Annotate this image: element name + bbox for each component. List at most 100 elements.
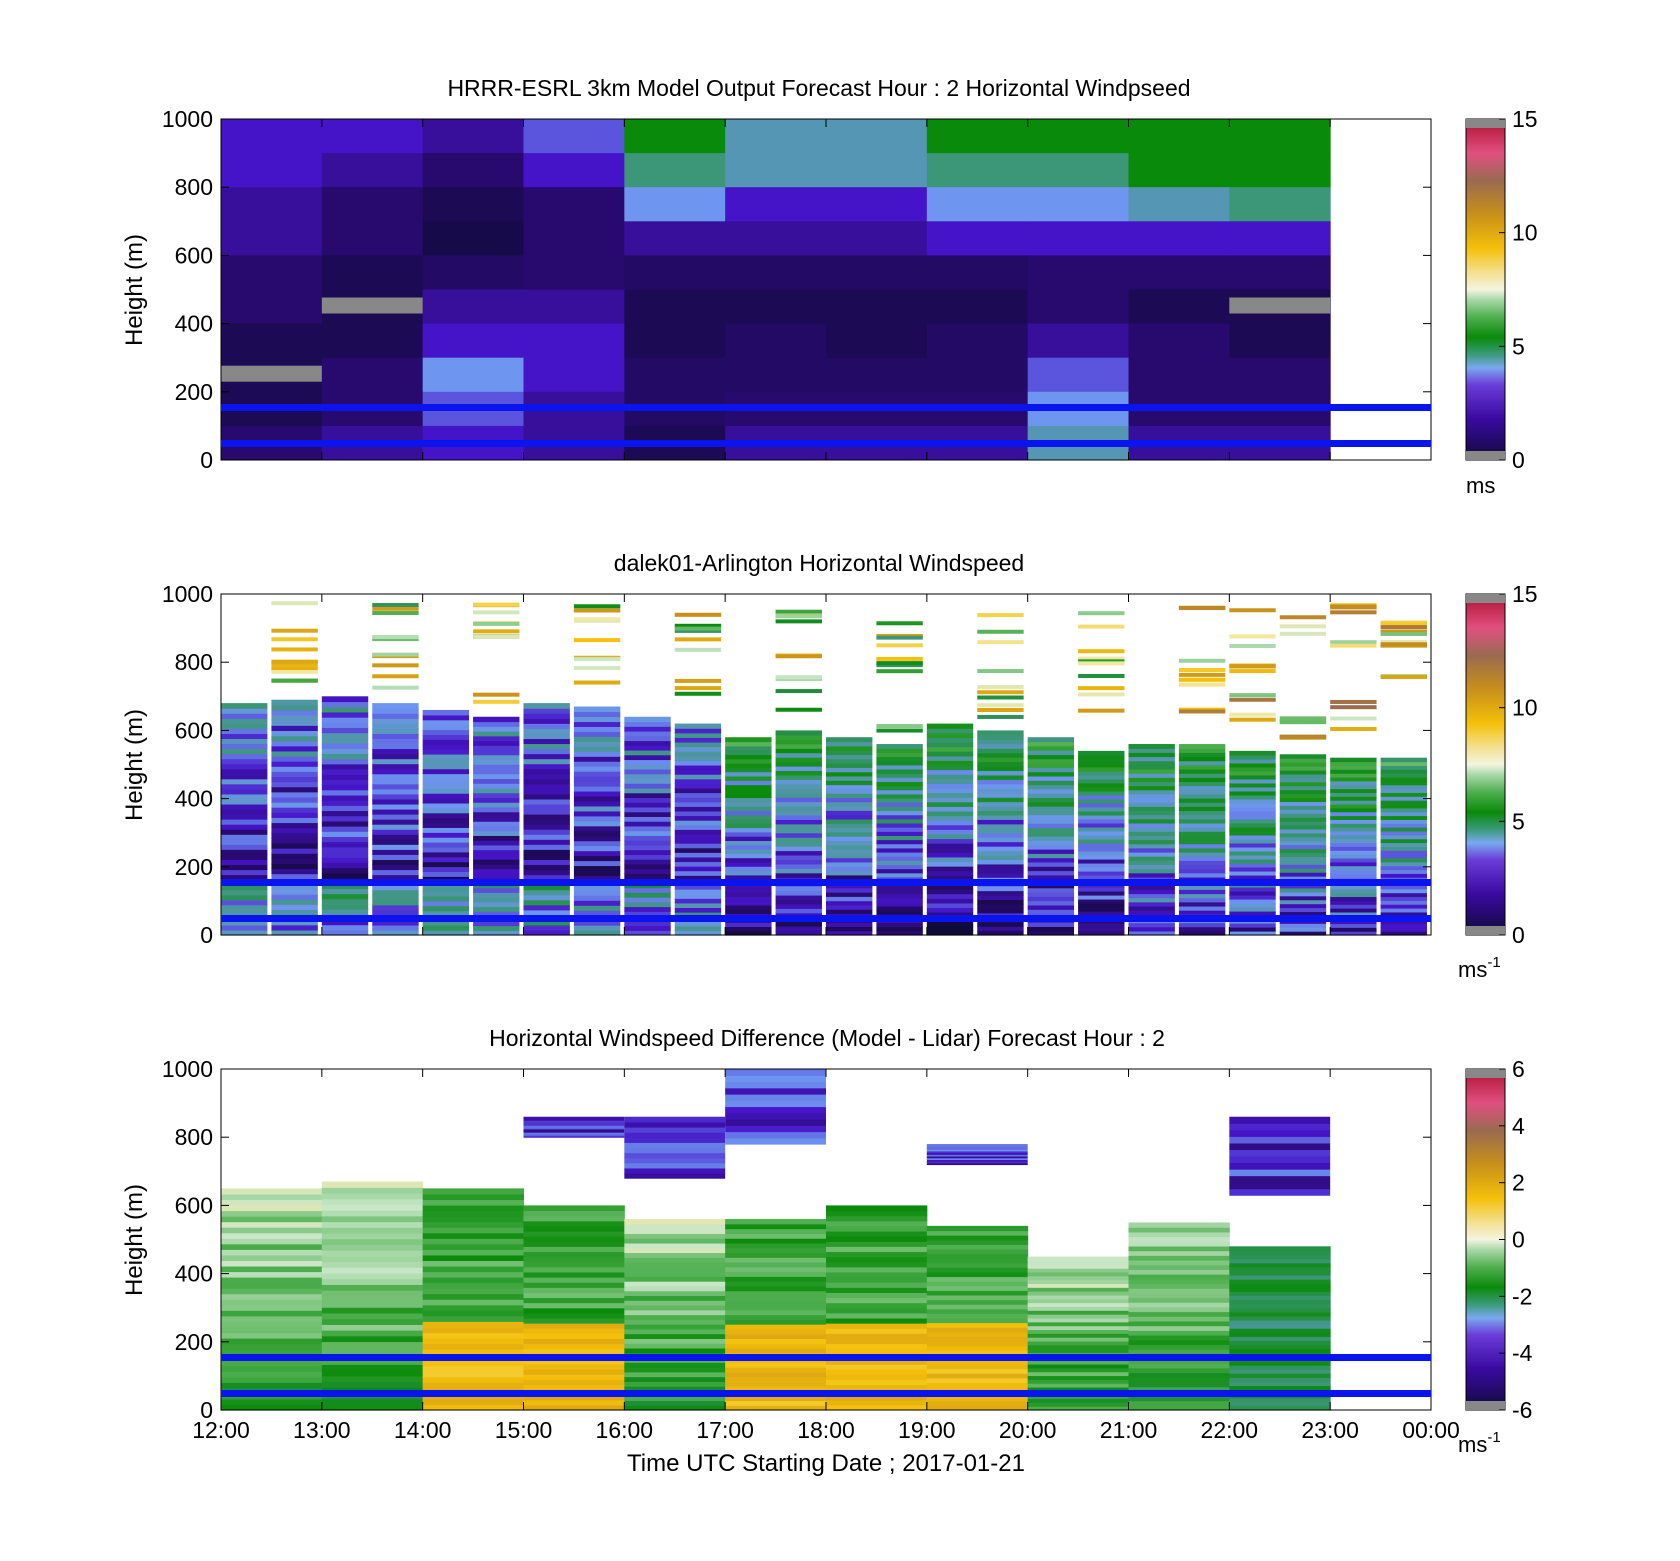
lidar-cell: [271, 669, 318, 674]
lidar-cell: [674, 847, 722, 853]
lidar-cell: [876, 910, 923, 915]
difference-cell: [523, 1317, 625, 1324]
difference-cell: [624, 1271, 726, 1277]
lidar-cell: [624, 835, 671, 841]
lidar-cell: [876, 744, 923, 749]
lidar-cell: [1229, 669, 1276, 674]
lidar-cell: [1128, 856, 1175, 861]
lidar-cell: [1380, 757, 1427, 763]
difference-cell: [321, 1330, 424, 1337]
lidar-cell: [271, 735, 318, 742]
difference-cell: [1128, 1245, 1230, 1252]
model-missing-cell: [1229, 297, 1331, 314]
lidar-cell: [826, 745, 873, 751]
difference-cell: [221, 1243, 323, 1250]
lidar-cell: [1027, 857, 1075, 863]
colorbar-tick-label: 15: [1512, 581, 1538, 607]
lidar-cell: [573, 805, 621, 812]
lidar-cell: [221, 703, 268, 709]
lidar-cell: [977, 743, 1024, 749]
lidar-cell: [1078, 842, 1125, 848]
lidar-cell: [1380, 838, 1427, 844]
lidar-cell: [1279, 720, 1327, 725]
lidar-cell: [1027, 758, 1075, 764]
lidar-cell: [1229, 850, 1276, 856]
lidar-cell: [1178, 781, 1226, 787]
difference-cell: [221, 1304, 323, 1311]
lidar-cell: [1229, 762, 1276, 768]
model-missing-cell: [221, 365, 322, 382]
difference-cell: [1027, 1383, 1129, 1388]
lidar-colorbar-cap-top: [1466, 594, 1505, 603]
lidar-cell: [775, 707, 822, 712]
lidar-cell: [1128, 901, 1175, 907]
lidar-cell: [725, 831, 772, 837]
lidar-cell: [1380, 796, 1427, 801]
lidar-cell: [1178, 910, 1226, 915]
lidar-cell: [573, 751, 621, 757]
lidar-cell: [1380, 927, 1427, 932]
lidar-cell: [321, 743, 369, 749]
lidar-cell: [473, 764, 520, 770]
model-cell: [1027, 221, 1129, 256]
lidar-cell: [775, 819, 822, 825]
lidar-cell: [1380, 788, 1427, 793]
difference-cell: [1229, 1336, 1331, 1342]
lidar-cell: [221, 884, 268, 891]
difference-cell: [624, 1395, 726, 1402]
lidar-cell: [422, 895, 470, 902]
lidar-cell: [1380, 823, 1427, 828]
model-cell: [926, 289, 1029, 325]
model-heatmap: [221, 119, 1331, 461]
difference-cell: [624, 1324, 726, 1330]
difference-cell: [422, 1365, 524, 1372]
difference-cell: [221, 1321, 323, 1328]
lidar-cell: [221, 854, 268, 860]
lidar-cell: [1279, 927, 1327, 932]
lidar-cell: [1027, 741, 1075, 747]
difference-cell: [926, 1405, 1029, 1411]
lidar-cell: [221, 894, 268, 901]
lidar-cell: [624, 825, 671, 832]
lidar-cell: [624, 840, 671, 846]
difference-cell: [321, 1404, 424, 1411]
lidar-cell: [321, 846, 369, 853]
difference-cell: [725, 1252, 827, 1258]
difference-cell: [523, 1343, 625, 1350]
x-tick-label: 17:00: [696, 1417, 754, 1443]
model-colorbar-cap-top: [1466, 119, 1505, 128]
lidar-cell: [826, 844, 873, 850]
lidar-cell: [1380, 861, 1427, 867]
lidar-cell: [725, 737, 772, 743]
lidar-cell: [876, 764, 923, 770]
difference-cell: [1229, 1307, 1331, 1313]
lidar-cell: [1128, 922, 1175, 928]
lidar-cell: [573, 726, 621, 732]
lidar-cell: [775, 765, 822, 772]
difference-cell: [321, 1255, 424, 1263]
difference-cell: [926, 1235, 1029, 1241]
lidar-cell: [674, 741, 722, 748]
lidar-cell: [876, 661, 923, 666]
difference-cell: [624, 1367, 726, 1373]
lidar-cell: [1380, 776, 1427, 782]
lidar-cell: [674, 783, 722, 789]
lidar-cell: [271, 812, 318, 818]
lidar-x-ticks: [220, 594, 1432, 935]
lidar-cell: [876, 793, 923, 799]
difference-cell: [321, 1238, 424, 1245]
model-ref-line-lower: [221, 440, 1431, 447]
difference-cell: [321, 1358, 424, 1365]
lidar-cell: [1128, 744, 1175, 749]
lidar-cell: [1229, 862, 1276, 868]
lidar-cell: [674, 833, 722, 840]
difference-cell: [1128, 1372, 1230, 1378]
difference-cell: [321, 1335, 424, 1343]
lidar-cell: [1380, 842, 1427, 847]
lidar-cell: [1128, 822, 1175, 828]
model-cell: [321, 187, 424, 222]
lidar-cell: [372, 874, 419, 881]
lidar-cell: [674, 820, 722, 826]
lidar-cell: [1178, 748, 1226, 753]
lidar-cell: [1229, 770, 1276, 776]
